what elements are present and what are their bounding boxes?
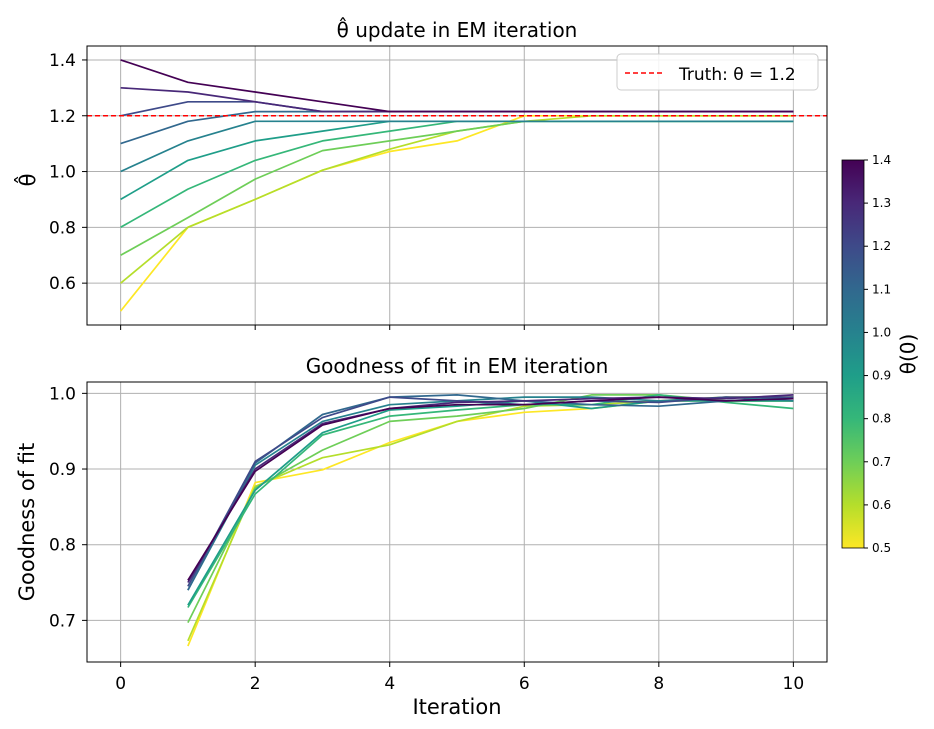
top-axis-ticks: 0.6 0.8 1.0 1.2 1.4 [49, 51, 794, 330]
bottom-series-theta0-1.4 [187, 396, 794, 581]
bottom-x-tick-label: 10 [783, 674, 805, 694]
bottom-axis-ticks: 0 2 4 6 8 10 0.7 0.8 0.9 1.0 [49, 384, 804, 694]
bottom-series-theta0-0.7 [187, 394, 794, 623]
bottom-x-axis-label: Iteration [412, 695, 501, 719]
colorbar-tick-label: 1.3 [872, 196, 891, 210]
top-y-tick-label: 0.8 [49, 218, 76, 238]
colorbar: 0.5 0.6 0.7 0.8 0.9 1.0 1.1 1.2 1.3 1.4 θ(0) [841, 153, 920, 555]
bottom-series-theta0-1 [187, 396, 794, 591]
top-series-theta0-1.2 [120, 100, 794, 117]
bottom-series-theta0-1.3 [187, 394, 794, 583]
colorbar-tick-label: 0.5 [872, 541, 891, 555]
bottom-series-theta0-1.1 [187, 394, 794, 591]
bottom-series-theta0-0.6 [187, 400, 794, 642]
colorbar-tick-label: 1.4 [872, 153, 891, 167]
bottom-series-theta0-0.5 [187, 396, 794, 647]
top-y-axis-label: θ̂ [14, 174, 40, 187]
colorbar-tick-label: 1.0 [872, 325, 891, 339]
bottom-series-theta0-0.8 [187, 394, 794, 608]
bottom-x-tick-label: 0 [115, 674, 126, 694]
top-series-theta0-1 [120, 120, 794, 173]
legend-box [616, 53, 819, 91]
bottom-y-axis-label: Goodness of fit [15, 443, 39, 601]
top-y-tick-label: 0.6 [49, 274, 76, 294]
top-y-tick-label: 1.0 [49, 163, 76, 183]
bottom-axes-frame [86, 381, 828, 663]
top-series-theta0-0.8 [120, 120, 794, 229]
colorbar-ticks: 0.5 0.6 0.7 0.8 0.9 1.0 1.1 1.2 1.3 1.4 [864, 153, 891, 555]
bottom-series-theta0-0.9 [187, 400, 794, 606]
bottom-x-tick-label: 6 [519, 674, 530, 694]
bottom-y-tick-label: 0.7 [49, 611, 76, 631]
top-series-lines [119, 59, 794, 312]
bottom-y-tick-label: 1.0 [49, 384, 76, 404]
top-series-theta0-0.9 [120, 120, 794, 201]
top-chart-title: θ̂ update in EM iteration [337, 17, 578, 42]
colorbar-gradient-bar [841, 159, 865, 549]
colorbar-tick-label: 0.6 [872, 498, 891, 512]
bottom-series-lines [187, 394, 794, 647]
bottom-x-tick-label: 2 [250, 674, 261, 694]
colorbar-tick-label: 0.8 [872, 412, 891, 426]
bottom-x-tick-label: 4 [384, 674, 395, 694]
top-y-tick-label: 1.4 [49, 51, 76, 71]
bottom-series-theta0-1.2 [187, 396, 794, 587]
colorbar-tick-label: 1.2 [872, 239, 891, 253]
legend: Truth: θ = 1.2 [616, 53, 819, 91]
bottom-chart-title: Goodness of fit in EM iteration [306, 354, 609, 378]
top-series-theta0-1.4 [120, 59, 794, 113]
top-series-theta0-1.3 [120, 86, 794, 113]
colorbar-tick-label: 0.7 [872, 455, 891, 469]
bottom-y-tick-label: 0.9 [49, 460, 76, 480]
colorbar-tick-label: 0.9 [872, 369, 891, 383]
bottom-y-tick-label: 0.8 [49, 536, 76, 556]
goodness-of-fit-panel: Goodness of fit in EM iteration 0 2 4 6 8 100… [15, 354, 828, 719]
theta-update-panel: θ̂ update in EM iteration 0.6 0.8 1.0 1.2 1.… [14, 17, 828, 330]
colorbar-label: θ(0) [896, 334, 920, 375]
bottom-x-tick-label: 8 [653, 674, 664, 694]
colorbar-tick-label: 1.1 [872, 282, 891, 296]
legend-truth-label: Truth: θ = 1.2 [678, 65, 796, 85]
top-axes-frame [86, 45, 828, 326]
bottom-grid [87, 382, 827, 662]
top-y-tick-label: 1.2 [49, 107, 76, 127]
